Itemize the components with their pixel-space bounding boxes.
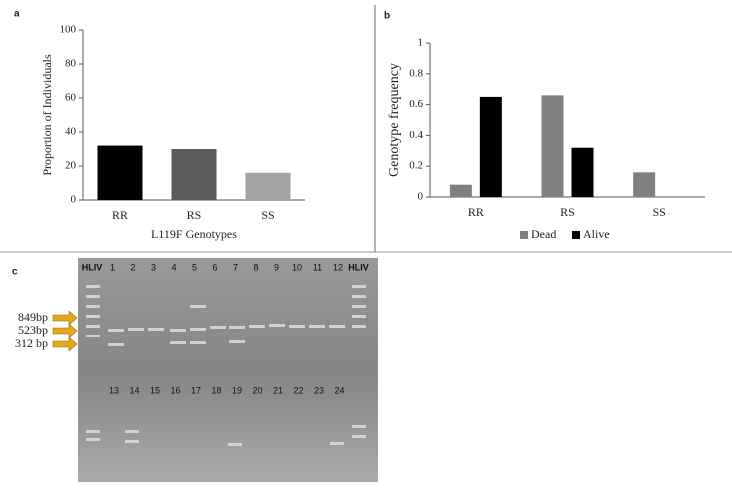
bar — [171, 149, 217, 200]
lane-label: 18 — [211, 385, 221, 395]
lane-label: 14 — [129, 385, 139, 395]
bar — [571, 147, 594, 197]
y-axis-label: Genotype frequency — [387, 63, 402, 177]
lane-label: 8 — [253, 262, 258, 272]
lane-label: 12 — [333, 262, 343, 272]
y-tick-label: 0.2 — [409, 160, 423, 172]
lane-label: 5 — [192, 262, 197, 272]
panel-label: a — [14, 9, 20, 20]
lane-label: 19 — [232, 385, 242, 395]
legend-label: Dead — [531, 227, 556, 241]
lane-label: 11 — [313, 262, 322, 272]
y-tick-label: 0 — [418, 191, 424, 203]
lane-label: 15 — [150, 385, 160, 395]
lane-label: 10 — [292, 262, 302, 272]
y-tick-label: 1 — [418, 37, 424, 49]
y-tick-label: 0 — [71, 194, 77, 206]
legend-swatch — [572, 231, 580, 239]
y-tick-label: 100 — [60, 24, 77, 36]
lane-label: 20 — [252, 385, 262, 395]
y-tick-label: 60 — [65, 92, 77, 104]
y-tick-label: 80 — [65, 58, 77, 70]
panel-label: b — [384, 11, 390, 22]
lane-label: 16 — [170, 385, 180, 395]
lane-label: 4 — [171, 262, 176, 272]
marker-label: 523bp — [18, 323, 48, 337]
y-tick-label: 20 — [65, 160, 77, 172]
y-tick-label: 0.6 — [409, 98, 423, 110]
lane-label: 2 — [130, 262, 135, 272]
bar — [541, 95, 564, 197]
bar — [97, 145, 143, 200]
x-axis-label: L119F Genotypes — [151, 227, 237, 241]
lane-label: 24 — [334, 385, 344, 395]
lane-label: 21 — [273, 385, 283, 395]
bar — [479, 96, 502, 197]
y-axis-label: Proportion of Individuals — [40, 54, 54, 176]
bar — [633, 172, 656, 197]
lane-label: 9 — [274, 262, 279, 272]
marker-label: 312 bp — [15, 336, 48, 350]
lane-label: 22 — [293, 385, 303, 395]
marker-label: 849bp — [18, 310, 48, 324]
lane-label: 6 — [212, 262, 217, 272]
y-tick-label: 0.8 — [409, 67, 423, 79]
gel-image — [78, 258, 378, 482]
x-tick-label: SS — [652, 205, 665, 219]
legend-label: Alive — [583, 227, 610, 241]
x-tick-label: RR — [112, 208, 128, 222]
x-tick-label: RS — [187, 208, 202, 222]
x-tick-label: RS — [560, 205, 575, 219]
lane-label: 7 — [233, 262, 238, 272]
lane-label: 3 — [151, 262, 156, 272]
lane-label: HLIV — [82, 262, 103, 272]
bar — [245, 172, 291, 200]
x-tick-label: RR — [468, 205, 484, 219]
panel-label: c — [12, 267, 18, 278]
marker-arrows — [52, 310, 78, 352]
lane-label: 1 — [110, 262, 115, 272]
legend-swatch — [520, 231, 528, 239]
y-tick-label: 40 — [65, 126, 77, 138]
lane-label: HLIV — [348, 262, 369, 272]
x-tick-label: SS — [261, 208, 274, 222]
bar — [449, 184, 472, 197]
y-tick-label: 0.4 — [409, 129, 423, 141]
gel-bands — [86, 285, 366, 446]
lane-label: 23 — [314, 385, 324, 395]
lane-label: 13 — [109, 385, 119, 395]
lane-label: 17 — [191, 385, 201, 395]
